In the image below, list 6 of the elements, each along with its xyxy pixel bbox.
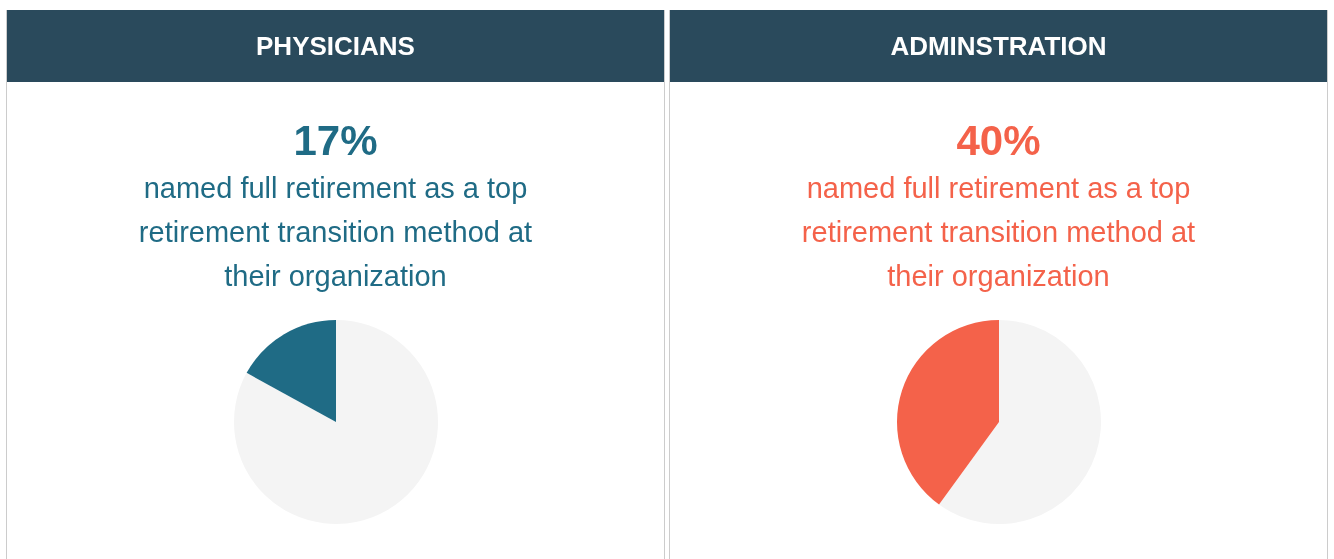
text: named full retirement as a top retirement transition method at their organization xyxy=(800,171,1197,294)
chart-title: PHYSICIANS xyxy=(7,10,664,82)
chart-title: ADMINSTRATION xyxy=(670,10,1327,82)
text: named full retirement as a top retirement transition method at their organization xyxy=(137,171,534,294)
chart-subtitle: 40% xyxy=(955,116,1042,166)
chart-subtitle: 17% xyxy=(292,116,379,166)
